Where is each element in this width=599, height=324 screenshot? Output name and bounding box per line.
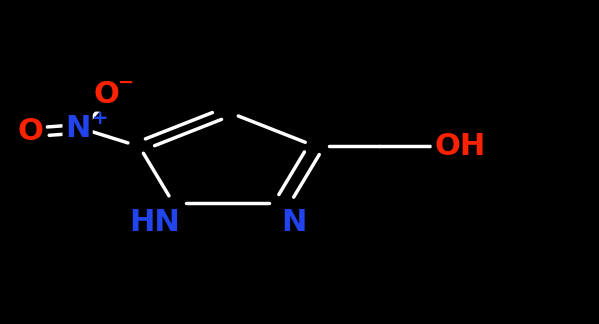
Text: HN: HN (130, 208, 180, 237)
Text: N: N (65, 114, 90, 143)
Text: N: N (282, 208, 307, 237)
Text: +: + (92, 110, 108, 128)
Text: O: O (17, 117, 43, 146)
Text: −: − (118, 73, 134, 92)
Text: OH: OH (434, 132, 485, 161)
Text: O: O (93, 80, 119, 109)
